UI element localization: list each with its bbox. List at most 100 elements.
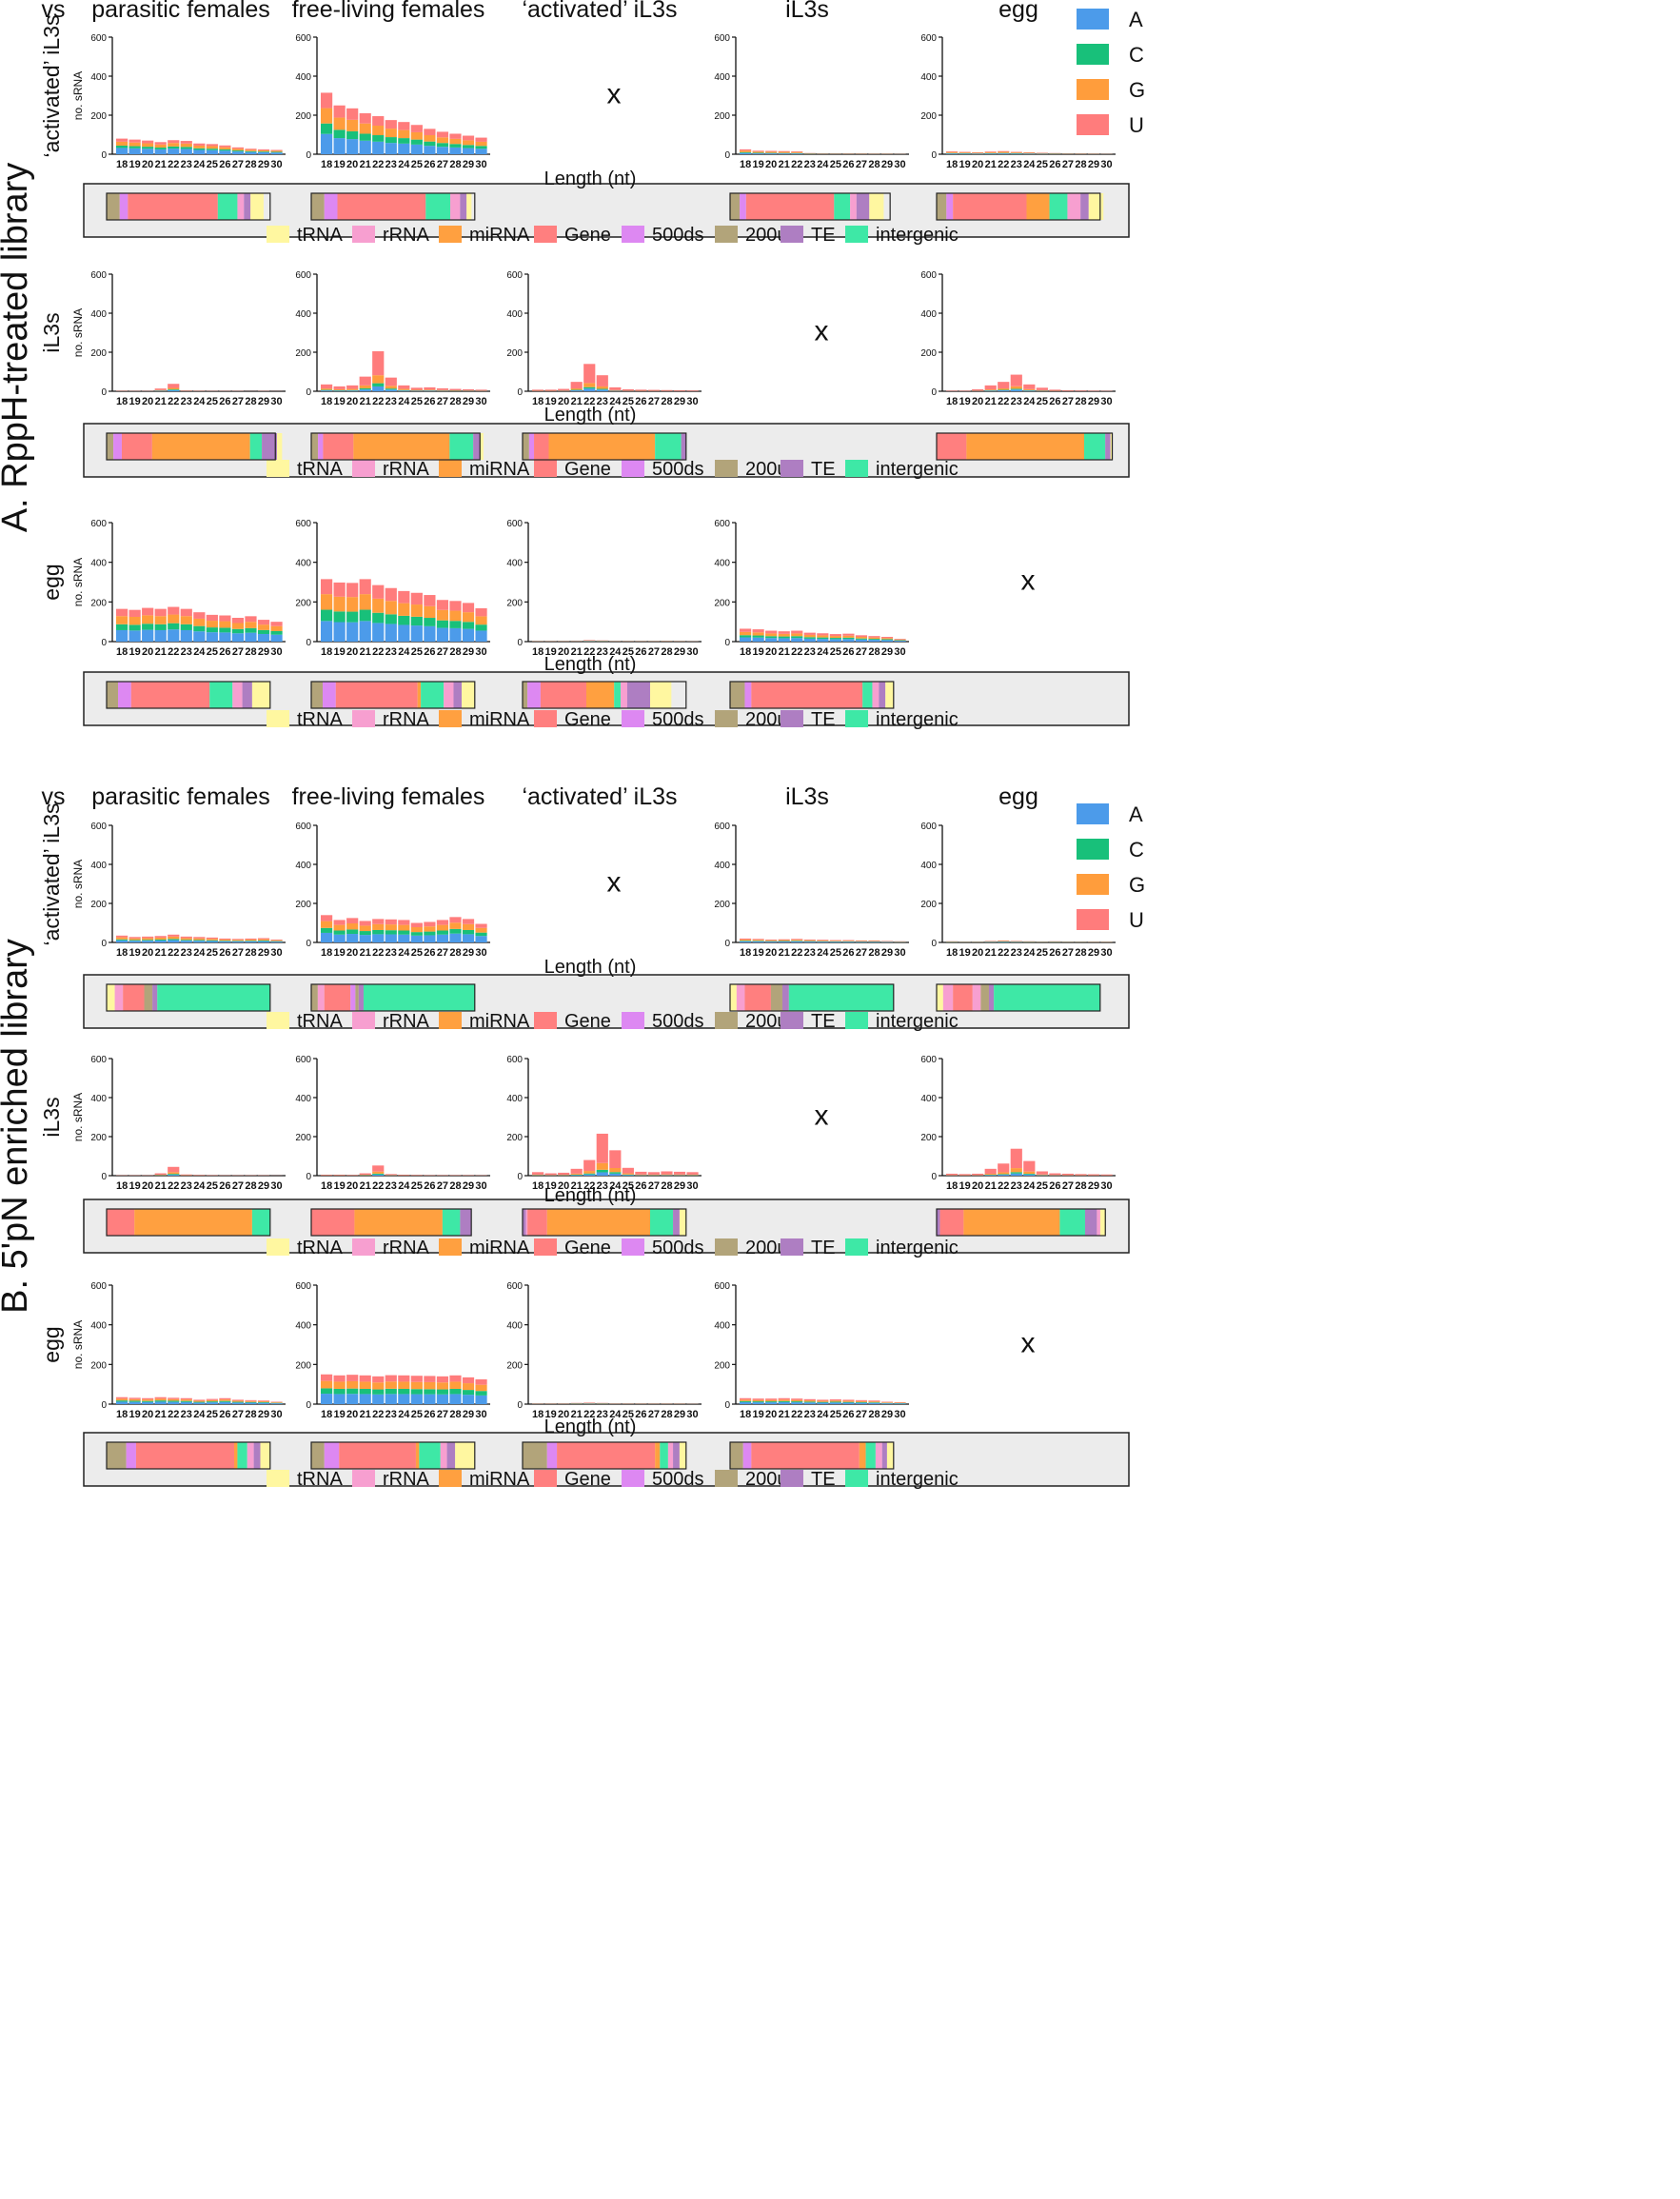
x-tick-label: 19: [753, 159, 764, 170]
bar-segment-A: [346, 622, 359, 642]
bar-segment-G: [803, 634, 816, 638]
bar-segment-G: [475, 927, 487, 933]
category-label-TE: TE: [811, 225, 836, 246]
bar-segment-A: [740, 1401, 752, 1404]
x-tick-label: 20: [346, 1409, 358, 1420]
annotation-segment-Gene: [953, 193, 1027, 220]
bar-segment-G: [154, 1398, 167, 1401]
bar-segment-A: [998, 1174, 1010, 1176]
x-tick-label: 20: [346, 1180, 358, 1192]
annotation-segment-tRNA: [1110, 433, 1113, 460]
category-swatch-500ds: [622, 1012, 644, 1029]
bar-segment-A: [257, 633, 270, 642]
bar-segment-U: [168, 1397, 180, 1399]
x-tick-label: 27: [437, 1409, 448, 1420]
row-label: egg: [39, 564, 64, 600]
y-tick-label: 200: [90, 1360, 107, 1371]
x-tick-label: 20: [346, 947, 358, 959]
x-tick-label: 19: [753, 1409, 764, 1420]
bar-segment-C: [193, 940, 206, 941]
bar-segment-U: [398, 590, 410, 604]
annotation-segment-Gene: [540, 682, 587, 708]
category-swatch-miRNA: [439, 460, 462, 477]
annotation-segment-tRNA: [869, 193, 884, 220]
bar-segment-C: [449, 1388, 462, 1395]
bar-segment-A: [116, 940, 128, 942]
bar-segment-U: [740, 938, 752, 940]
bar-segment-C: [385, 137, 397, 144]
x-mark: x: [815, 1100, 829, 1132]
annotation-segment-200us: [523, 433, 529, 460]
x-tick-label: 18: [116, 1180, 128, 1192]
subplot-B-2-3: 0 200 400 600 18 19 20 21 22 23 24 25 26 27 28 29 30: [714, 1281, 909, 1470]
bar-segment-G: [449, 138, 462, 145]
bar-segment-A: [424, 1394, 436, 1404]
bar-segment-U: [372, 116, 385, 127]
x-tick-label: 21: [360, 396, 371, 407]
annotation-segment-rRNA: [247, 1442, 254, 1469]
annotation-segment-tRNA: [1099, 1209, 1106, 1236]
bar-segment-U: [803, 939, 816, 941]
x-tick-label: 30: [686, 1180, 698, 1192]
category-label-tRNA: tRNA: [297, 1469, 343, 1490]
annotation-segment-200us: [730, 193, 741, 220]
x-tick-label: 21: [985, 396, 997, 407]
x-tick-label: 28: [661, 396, 672, 407]
bar-segment-U: [333, 105, 346, 118]
x-tick-label: 26: [842, 947, 854, 959]
bar-segment-A: [752, 153, 764, 154]
bar-segment-G: [532, 1174, 544, 1176]
column-header: egg: [998, 783, 1038, 810]
x-tick-label: 30: [1100, 159, 1112, 170]
bar-segment-G: [462, 612, 475, 623]
x-tick-label: 25: [411, 1180, 423, 1192]
bar-segment-U: [321, 915, 333, 921]
bar-segment-G: [609, 1168, 622, 1173]
bar-segment-G: [778, 151, 790, 153]
annotation-segment-TE: [242, 682, 252, 708]
x-tick-label: 24: [193, 1409, 206, 1420]
bar-segment-A: [333, 622, 346, 642]
legend-swatch-U: [1077, 909, 1109, 930]
bar-segment-A: [842, 639, 855, 642]
annotation-segment-200us: [107, 1442, 127, 1469]
x-tick-label: 23: [385, 1409, 397, 1420]
annotation-segment-500ds: [350, 984, 356, 1011]
row-label: ‘activated’ iL3s: [39, 14, 64, 157]
annotation-segment-500ds: [546, 1442, 558, 1469]
bar-segment-U: [270, 939, 283, 941]
bar-segment-U: [946, 150, 959, 152]
category-label-500ds: 500ds: [652, 459, 704, 480]
x-tick-label: 20: [972, 947, 983, 959]
y-tick-label: 400: [295, 1321, 311, 1332]
bar-segment-C: [410, 139, 423, 145]
subplot-A-2-3: 0 200 400 600 18 19 20 21 22 23 24 25 26 27 28 29 30: [714, 519, 909, 709]
category-label-intergenic: intergenic: [876, 1011, 959, 1032]
bar-segment-C: [321, 123, 333, 134]
bar-segment-U: [752, 1398, 764, 1400]
bar-segment-G: [219, 1399, 231, 1401]
legend-swatch-A: [1077, 803, 1109, 824]
bar-segment-G: [778, 633, 790, 637]
bar-segment-U: [791, 1398, 803, 1400]
x-tick-label: 25: [1037, 159, 1048, 170]
x-tick-label: 27: [856, 159, 867, 170]
category-label-intergenic: intergenic: [876, 225, 959, 246]
bar-segment-U: [116, 1397, 128, 1399]
bar-segment-C: [180, 1400, 192, 1402]
x-tick-label: 24: [398, 1180, 410, 1192]
x-tick-label: 27: [1062, 1180, 1074, 1192]
y-axis-label: no. sRNA: [71, 71, 85, 120]
annotation-bar-outline: [936, 1208, 1106, 1237]
bar-segment-C: [219, 627, 231, 633]
x-tick-label: 27: [437, 646, 448, 658]
x-tick-label: 30: [475, 1409, 486, 1420]
annotation-segment-TE: [244, 193, 251, 220]
legend-swatch-U: [1077, 114, 1109, 135]
bar-segment-U: [372, 1165, 385, 1172]
bar-segment-U: [398, 385, 410, 389]
x-tick-label: 26: [424, 1180, 435, 1192]
bar-segment-G: [686, 1174, 699, 1176]
bar-segment-U: [829, 1399, 841, 1401]
legend-swatch-G: [1077, 79, 1109, 100]
